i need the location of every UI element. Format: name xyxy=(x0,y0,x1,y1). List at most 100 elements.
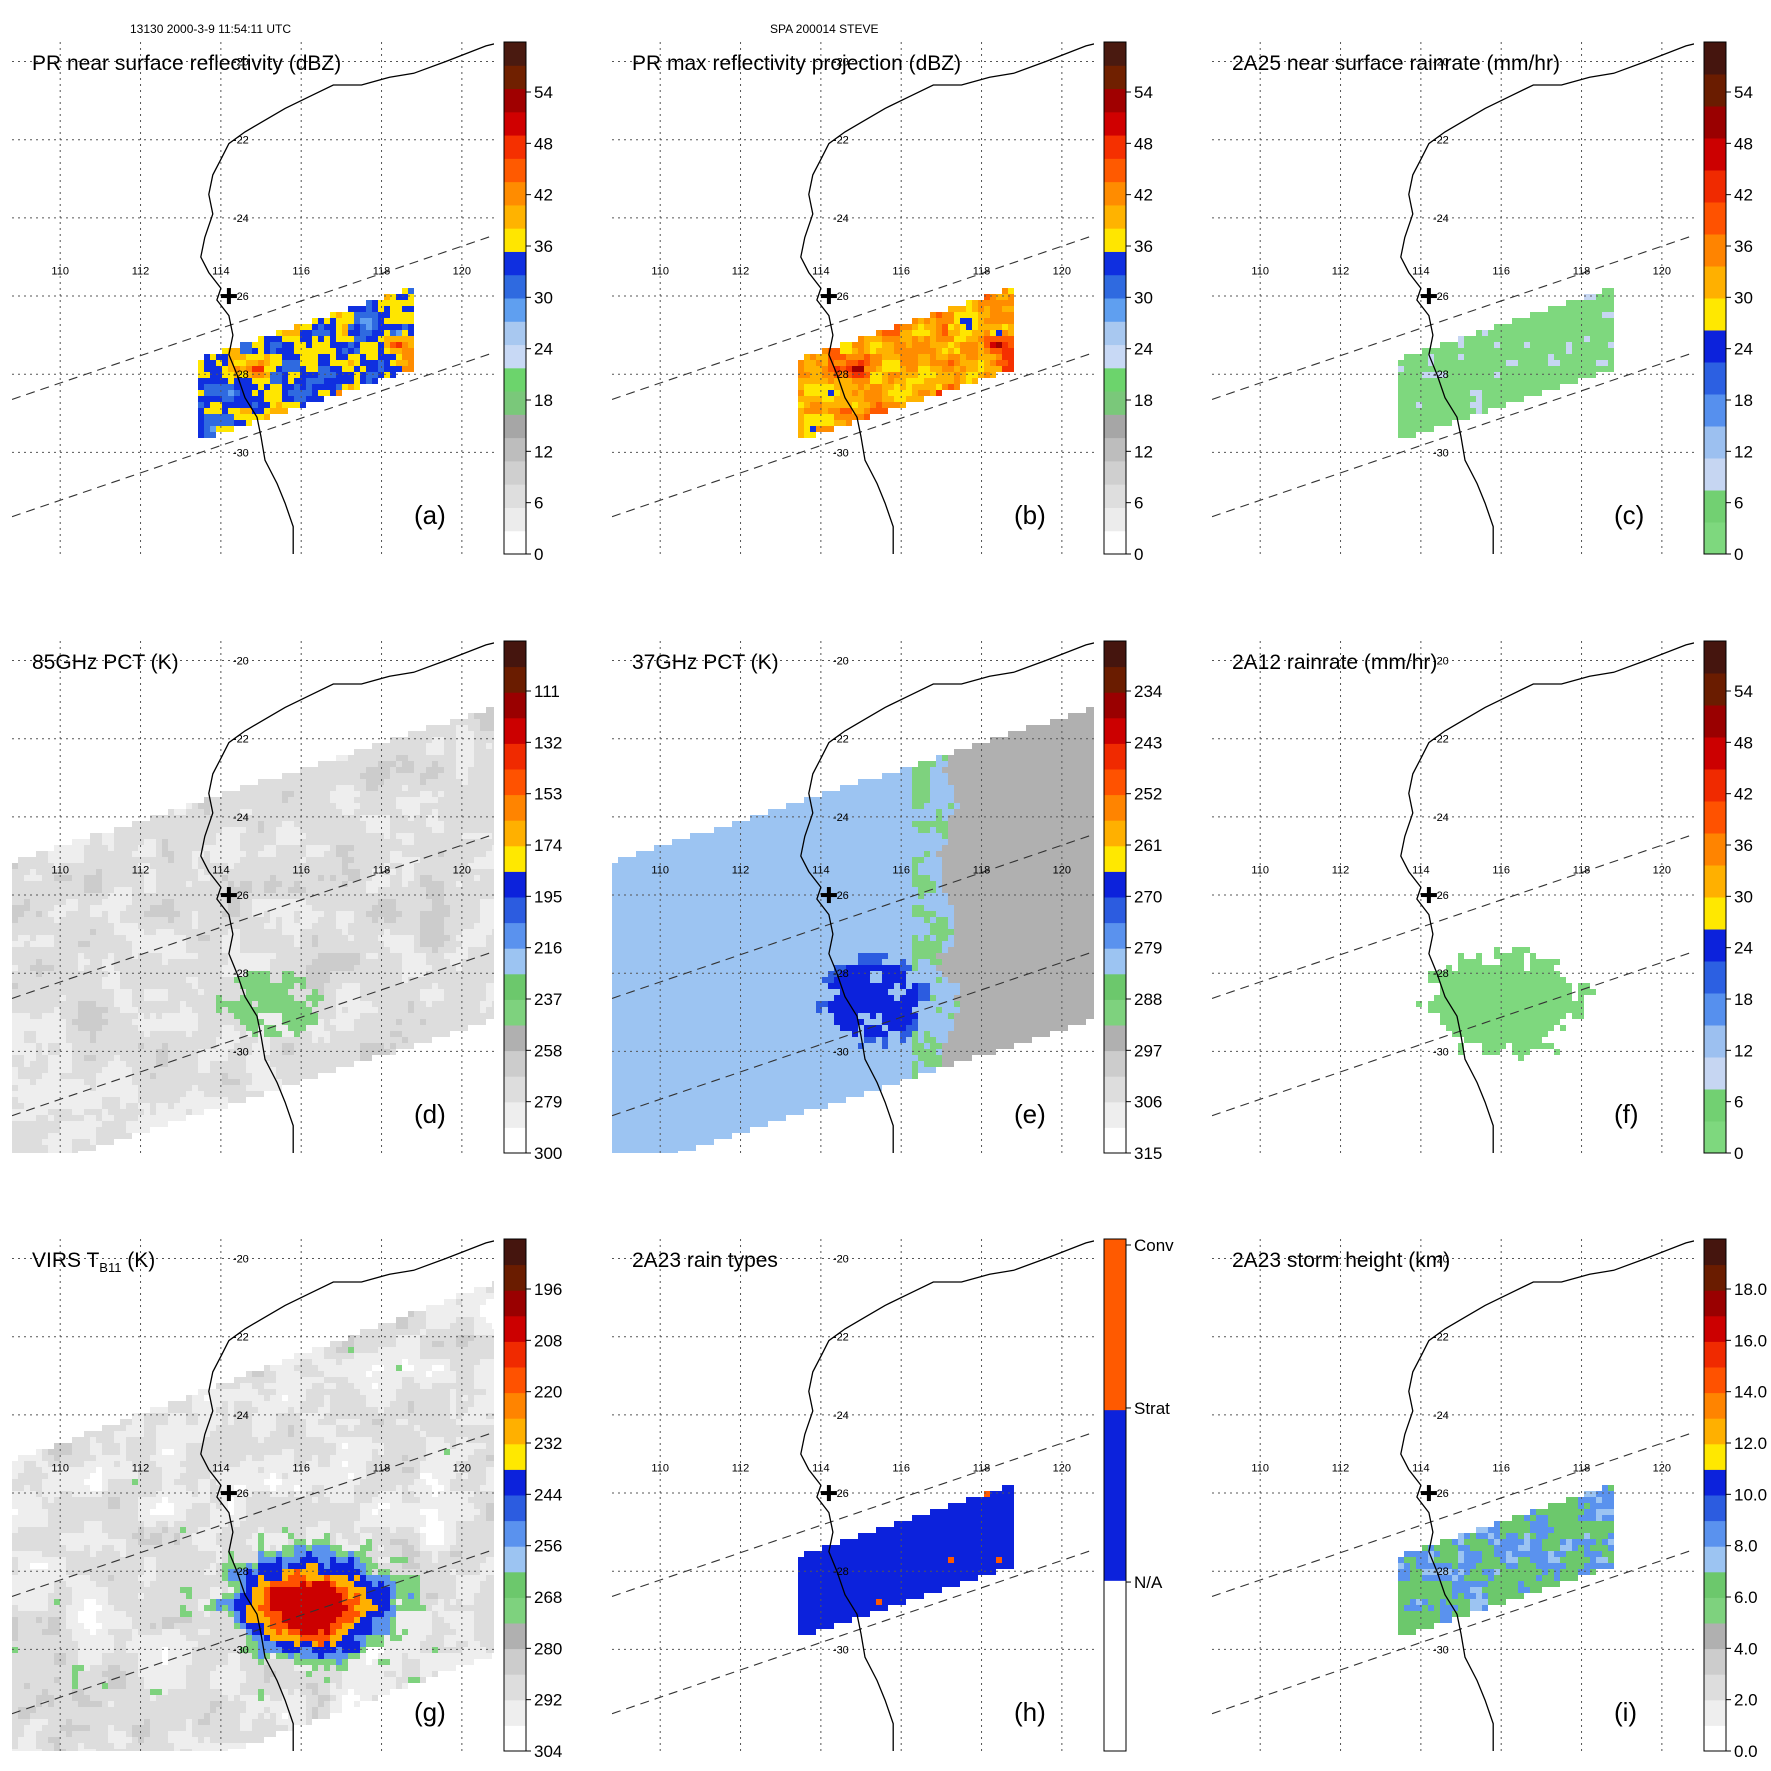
field-cell xyxy=(342,941,348,947)
field-cell xyxy=(276,821,282,827)
field-cell xyxy=(1572,366,1578,372)
field-cell xyxy=(294,839,300,845)
field-cell xyxy=(390,1013,396,1019)
field-cell xyxy=(402,737,408,743)
field-cell xyxy=(204,402,210,408)
field-cell xyxy=(312,953,318,959)
field-cell xyxy=(30,899,36,905)
field-cell xyxy=(846,372,852,378)
field-cell xyxy=(336,983,342,989)
field-cell xyxy=(336,839,342,845)
field-cell xyxy=(468,827,474,833)
field-cell xyxy=(450,839,456,845)
field-cell xyxy=(468,959,474,965)
field-cell xyxy=(1458,408,1464,414)
field-cell xyxy=(468,779,474,785)
field-cell xyxy=(450,773,456,779)
colorbar-swatch xyxy=(1104,274,1126,299)
field-cell xyxy=(300,1007,306,1013)
field-cell xyxy=(450,761,456,767)
field-cell xyxy=(318,342,324,348)
field-cell xyxy=(978,336,984,342)
field-cell xyxy=(324,959,330,965)
field-cell xyxy=(300,887,306,893)
field-cell xyxy=(42,905,48,911)
field-cell xyxy=(486,791,492,797)
field-cell xyxy=(12,869,18,875)
field-cell xyxy=(114,893,120,899)
field-cell xyxy=(132,1001,138,1007)
field-cell xyxy=(282,396,288,402)
field-cell xyxy=(852,348,858,354)
field-cell xyxy=(924,366,930,372)
field-cell xyxy=(828,414,834,420)
field-cell xyxy=(198,420,204,426)
field-cell xyxy=(396,905,402,911)
field-cell xyxy=(924,348,930,354)
field-cell xyxy=(450,941,456,947)
field-cell xyxy=(90,833,96,839)
field-cell xyxy=(378,306,384,312)
field-cell xyxy=(162,995,168,1001)
field-cell xyxy=(996,306,1002,312)
field-cell xyxy=(30,857,36,863)
field-cell xyxy=(330,845,336,851)
field-cell xyxy=(54,971,60,977)
field-cell xyxy=(372,372,378,378)
field-cell xyxy=(912,342,918,348)
field-cell xyxy=(420,809,426,815)
field-cell xyxy=(1494,324,1500,330)
field-cell xyxy=(198,432,204,438)
colorbar-swatch xyxy=(1704,202,1726,235)
field-cell xyxy=(324,851,330,857)
field-cell xyxy=(408,779,414,785)
field-cell xyxy=(480,743,486,749)
field-cell xyxy=(444,809,450,815)
field-cell xyxy=(408,761,414,767)
lat-tick-label: -20 xyxy=(1433,57,1449,69)
field-cell xyxy=(18,929,24,935)
field-cell xyxy=(1512,354,1518,360)
field-cell xyxy=(216,869,222,875)
field-cell xyxy=(858,342,864,348)
field-cell xyxy=(1578,360,1584,366)
field-cell xyxy=(306,390,312,396)
field-cell xyxy=(24,965,30,971)
field-cell xyxy=(462,815,468,821)
field-cell xyxy=(426,875,432,881)
field-cell xyxy=(342,983,348,989)
field-cell xyxy=(114,953,120,959)
field-cell xyxy=(420,995,426,1001)
field-cell xyxy=(480,851,486,857)
field-cell xyxy=(444,857,450,863)
field-cell xyxy=(300,929,306,935)
field-cell xyxy=(192,977,198,983)
field-cell xyxy=(24,893,30,899)
colorbar-swatch xyxy=(1104,135,1126,159)
field-cell xyxy=(48,953,54,959)
field-cell xyxy=(396,737,402,743)
field-cell xyxy=(798,414,804,420)
field-cell xyxy=(162,947,168,953)
field-cell xyxy=(282,797,288,803)
field-cell xyxy=(480,983,486,989)
field-cell xyxy=(210,905,216,911)
field-cell xyxy=(222,917,228,923)
field-cell xyxy=(276,947,282,953)
field-cell xyxy=(1008,318,1014,324)
field-cell xyxy=(876,360,882,366)
field-cell xyxy=(438,935,444,941)
field-cell xyxy=(276,1007,282,1013)
field-cell xyxy=(306,983,312,989)
field-cell xyxy=(270,815,276,821)
field-cell xyxy=(36,947,42,953)
field-cell xyxy=(150,815,156,821)
field-cell xyxy=(1566,306,1572,312)
field-cell xyxy=(90,899,96,905)
field-cell xyxy=(1428,384,1434,390)
field-cell xyxy=(1428,420,1434,426)
field-cell xyxy=(96,851,102,857)
field-cell xyxy=(348,384,354,390)
field-cell xyxy=(300,839,306,845)
field-cell xyxy=(1404,402,1410,408)
